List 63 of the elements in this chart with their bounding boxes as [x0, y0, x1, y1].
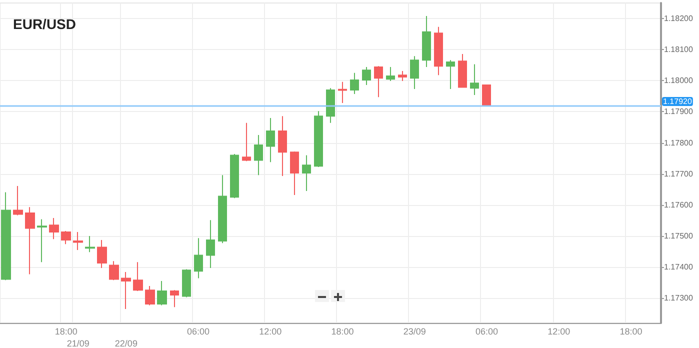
- candlestick: [109, 260, 119, 281]
- candlestick: [121, 272, 131, 310]
- x-tick-label: 21/09: [66, 338, 90, 348]
- x-tick-label: 12:00: [259, 326, 282, 336]
- candlestick: [326, 88, 335, 124]
- candlestick: [290, 151, 299, 196]
- x-tick-label: 06:00: [187, 326, 210, 336]
- candlestick: [422, 16, 431, 68]
- candlestick: [470, 64, 479, 96]
- candlestick: [157, 280, 167, 306]
- candlestick: [374, 66, 383, 98]
- candlestick: [1, 192, 11, 281]
- candlestick: [25, 206, 35, 275]
- x-tick-label: 18:00: [54, 326, 78, 336]
- y-tick-label: 1.17400: [664, 262, 694, 272]
- candlestick: [434, 26, 443, 76]
- x-tick-label: 12:00: [548, 326, 570, 336]
- candlestick: [482, 84, 491, 106]
- candlestick: [446, 60, 455, 90]
- y-tick-label: 1.17700: [664, 169, 694, 178]
- candlestick: [386, 66, 395, 82]
- y-tick-label: 1.17600: [664, 200, 694, 210]
- candlestick: [133, 262, 143, 292]
- candlestick: [206, 220, 215, 269]
- candlestick: [37, 218, 47, 263]
- candlestick: [302, 154, 311, 192]
- y-tick-label: 1.18100: [664, 45, 694, 54]
- candlestick: [85, 236, 95, 253]
- candlestick: [73, 231, 83, 250]
- y-tick-label: 1.18000: [664, 76, 694, 86]
- candlestick: [314, 110, 323, 168]
- candlestick: [218, 174, 227, 244]
- candlestick: [13, 185, 23, 216]
- candlestick: [145, 286, 155, 306]
- candlestick: [362, 66, 371, 86]
- y-tick-label: 1.17300: [664, 294, 694, 303]
- candlestick: [338, 81, 347, 104]
- x-tick-label: 18:00: [331, 326, 354, 336]
- candlestick: [278, 116, 287, 177]
- candlestick: [49, 217, 59, 240]
- candlestick: [458, 53, 467, 88]
- candlestick: [170, 290, 179, 308]
- x-tick-label: 06:00: [475, 326, 498, 336]
- ref-line-label: 1.17920: [663, 97, 692, 106]
- candlestick: [410, 56, 419, 90]
- text: EUR/USD: [13, 16, 76, 32]
- candlestick: [97, 240, 107, 269]
- candlestick: [61, 230, 71, 245]
- y-tick-label: 1.17800: [664, 138, 694, 148]
- x-tick-label: 22/09: [114, 338, 138, 348]
- candlestick: [194, 238, 203, 279]
- candlestick: [242, 122, 251, 162]
- y-tick-label: 1.17900: [664, 107, 694, 116]
- candlestick: [254, 134, 263, 176]
- candlestick: [350, 72, 359, 95]
- y-tick-label: 1.18200: [664, 14, 694, 24]
- x-tick-label: 18:00: [620, 326, 642, 336]
- candlestick: [266, 117, 275, 163]
- candlestick: [398, 70, 407, 82]
- candlestick: [182, 268, 191, 298]
- candlestick: [230, 153, 239, 199]
- y-tick-label: 1.17500: [664, 232, 694, 241]
- x-tick-label: 23/09: [403, 326, 426, 336]
